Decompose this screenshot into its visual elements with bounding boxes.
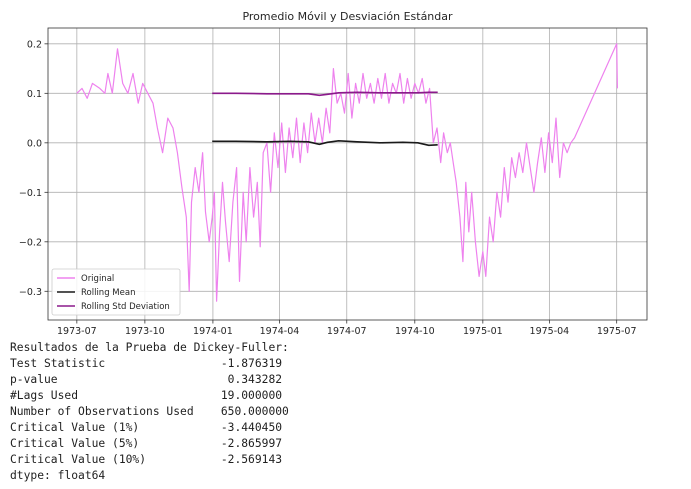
y-tick-label: −0.3 [19,287,42,298]
axis-ticks: 1973-07 1973-10 1974-01 1974-04 1974-07 1974-… [19,39,637,337]
x-tick-label: 1974-04 [260,326,300,337]
y-tick-label: 0.0 [27,138,42,149]
legend-label: Rolling Std Deviation [81,302,170,312]
y-tick-label: −0.2 [19,237,42,248]
series-line-rolling-std-deviation [212,91,438,97]
legend-label: Original [81,274,114,284]
series-layer [76,43,618,302]
output-line: Critical Value (1%) -3.440450 [10,421,283,434]
y-tick-label: 0.2 [27,39,42,50]
output-line: Critical Value (5%) -2.865997 [10,437,283,450]
chart: 1973-07 1973-10 1974-01 1974-04 1974-07 1974-… [19,10,648,337]
x-tick-label: 1973-07 [57,326,97,337]
output-line: p-value 0.343282 [10,373,283,386]
x-tick-label: 1975-04 [530,326,570,337]
x-tick-label: 1975-07 [597,326,637,337]
output-line: Test Statistic -1.876319 [10,357,283,370]
x-tick-label: 1974-10 [395,326,435,337]
output-line: Critical Value (10%) -2.569143 [10,453,283,466]
y-tick-label: −0.1 [19,188,42,199]
output-line: #Lags Used 19.000000 [10,389,283,402]
plot-frame [47,27,648,321]
chart-title: Promedio Móvil y Desviación Estándar [242,10,453,23]
legend: Original Rolling Mean Rolling Std Deviatio… [51,268,181,316]
test-output: Resultados de la Prueba de Dickey-Fuller… [10,340,289,484]
series-line-rolling-mean [212,140,438,147]
output-line: Resultados de la Prueba de Dickey-Fuller… [10,341,289,354]
output-line: dtype: float64 [10,469,106,482]
x-tick-label: 1973-10 [125,326,165,337]
legend-label: Rolling Mean [81,288,135,298]
x-tick-label: 1975-01 [463,326,503,337]
y-tick-label: 0.1 [27,89,42,100]
x-tick-label: 1974-01 [193,326,233,337]
legend-box [51,268,181,316]
output-line: Number of Observations Used 650.000000 [10,405,289,418]
x-tick-label: 1974-07 [327,326,367,337]
